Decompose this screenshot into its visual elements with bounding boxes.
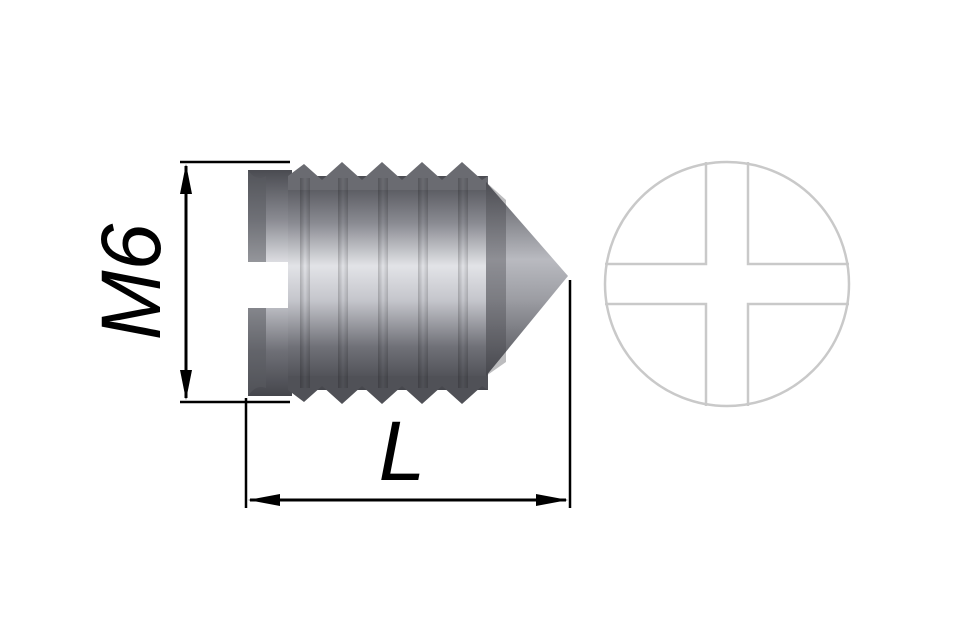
threaded-body [288,162,488,404]
thread-size-label: M6 [84,223,178,340]
arrow-right-icon [536,494,568,506]
cone-point [486,182,568,376]
slotted-head [246,170,296,396]
thread-grooves [300,178,468,388]
length-dimension: L [244,280,572,508]
arrow-up-icon [180,164,192,194]
head-slot [246,262,296,308]
arrow-left-icon [248,494,280,506]
arrow-down-icon [180,370,192,400]
length-label: L [379,404,426,498]
end-view-outline [603,160,851,408]
screw-side-view [246,162,568,404]
cross-slot-icon [605,162,849,406]
end-view [603,160,851,408]
diameter-dimension: M6 [84,160,290,404]
